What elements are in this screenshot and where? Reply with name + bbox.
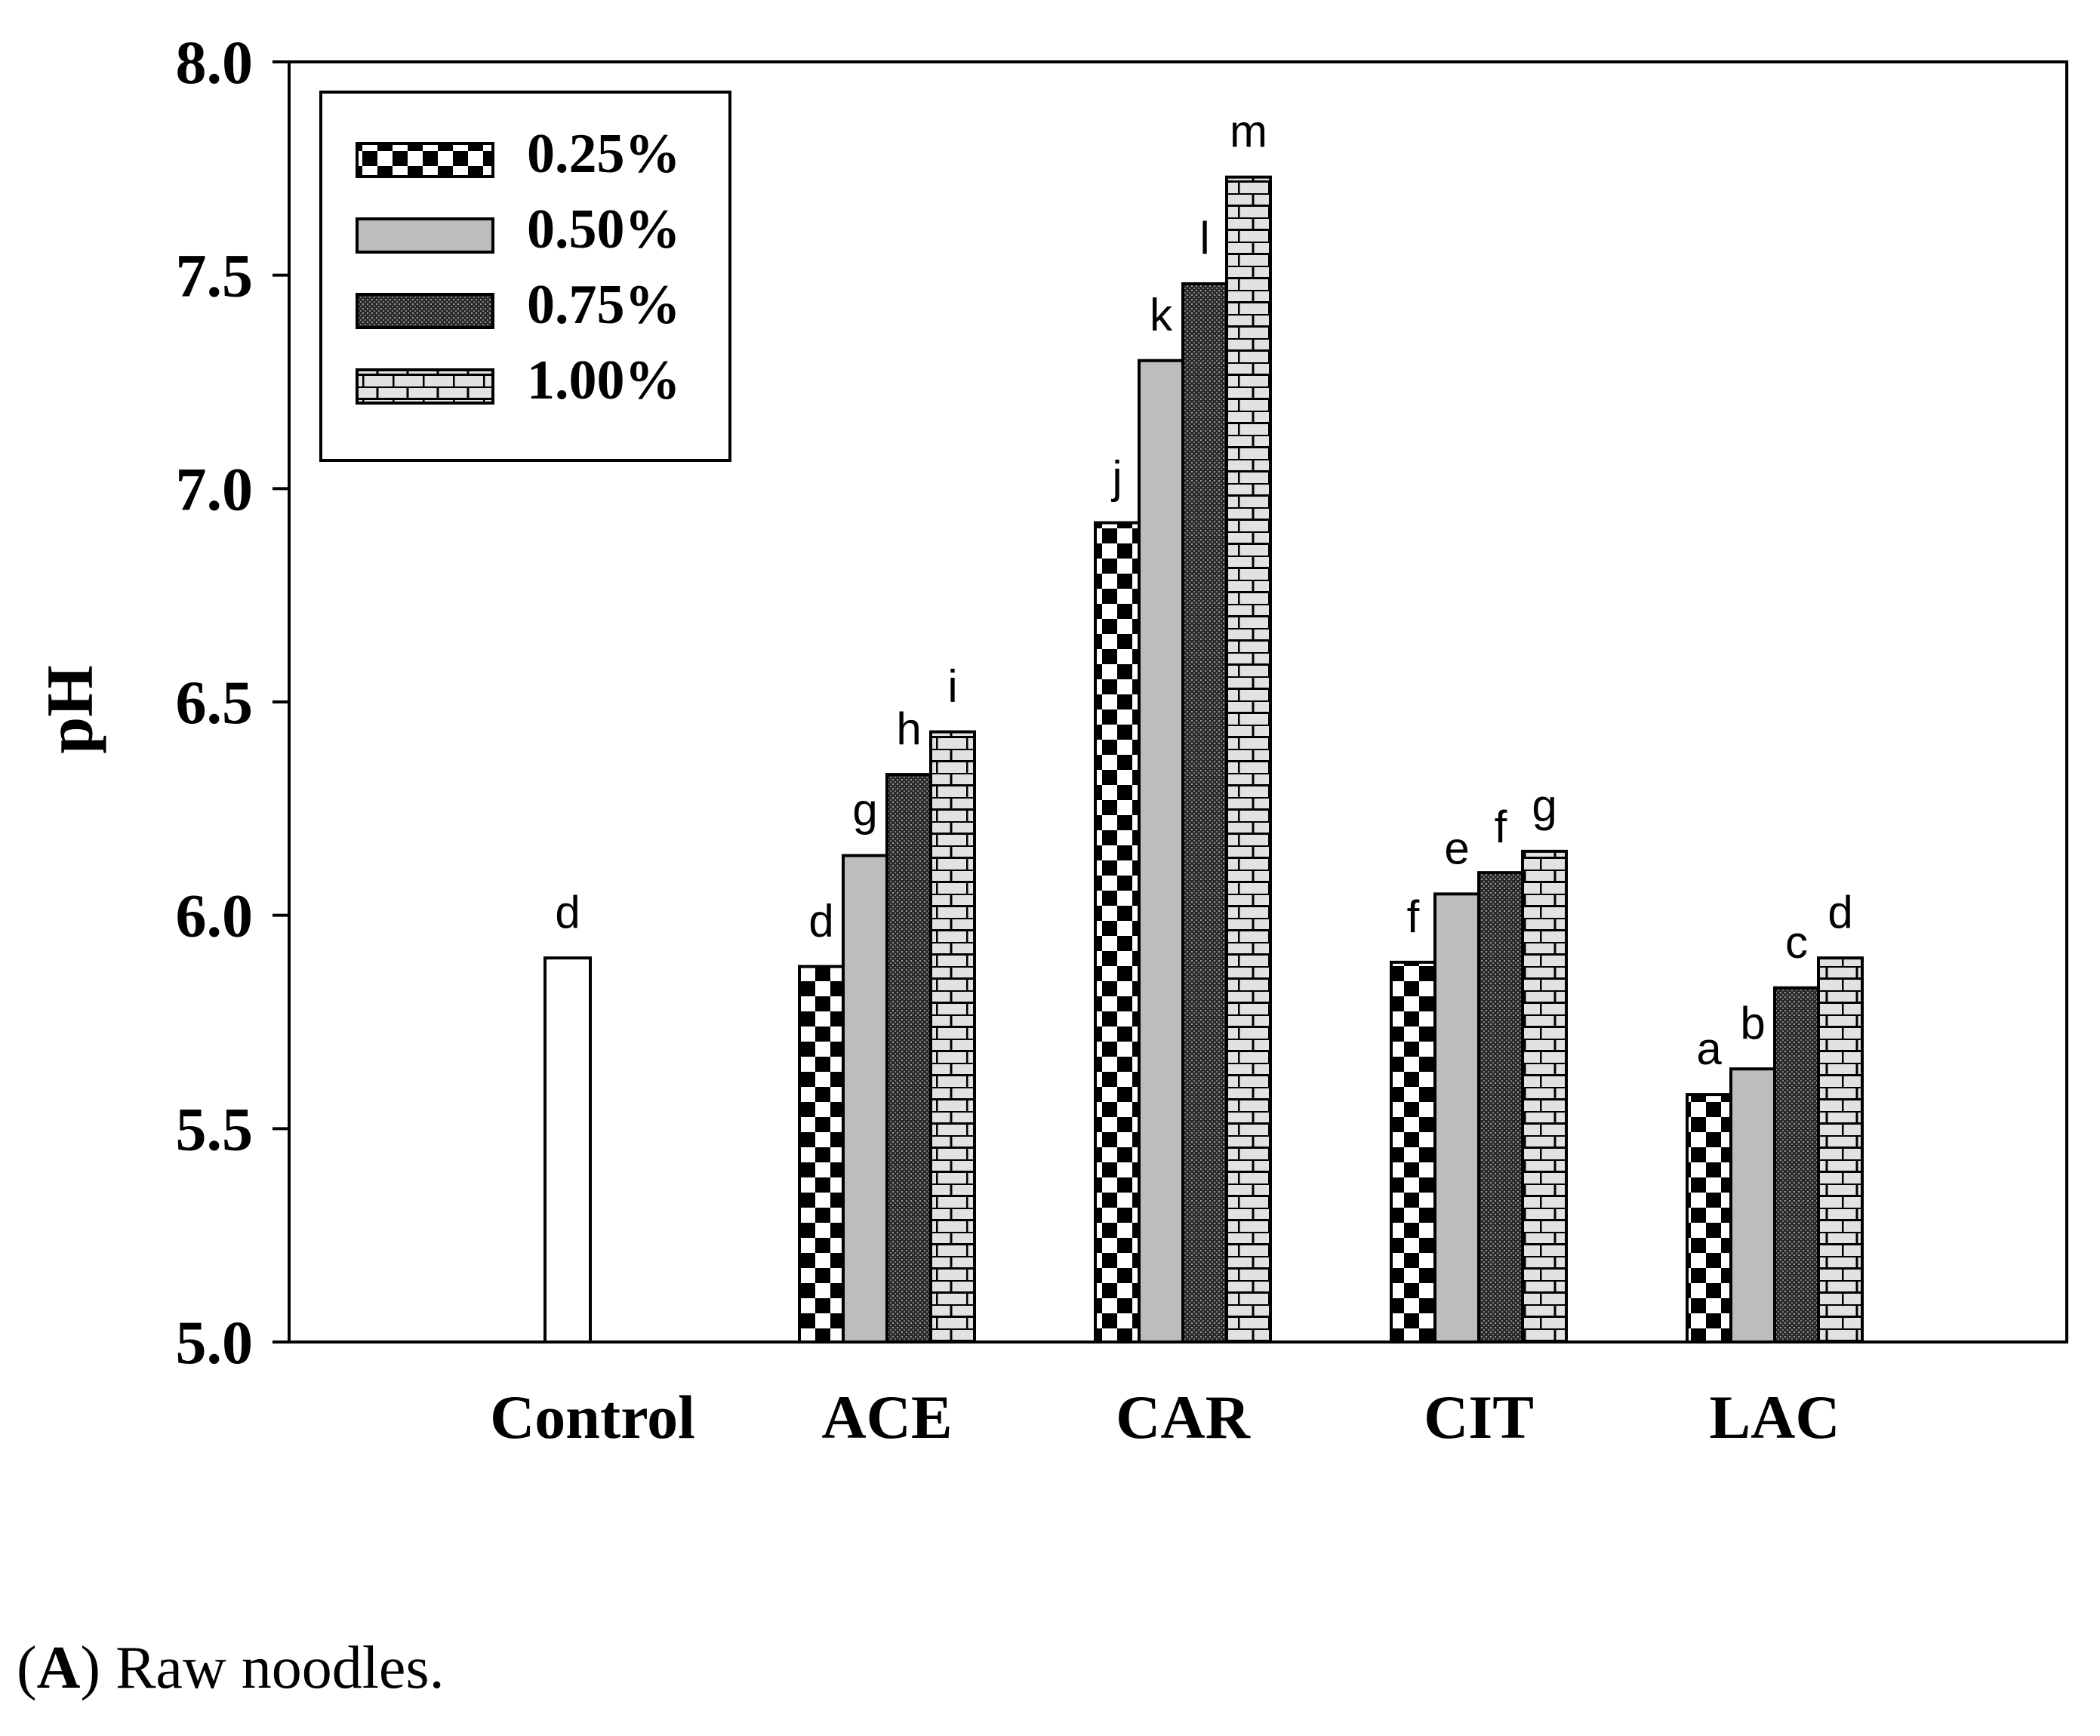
figure-caption: (A) Raw noodles.: [17, 1634, 445, 1703]
legend-swatch: [357, 370, 493, 403]
bar-ace-0.75pct: [887, 774, 931, 1342]
significance-letter: a: [1696, 1023, 1722, 1074]
bar-cit-1.00pct: [1523, 851, 1566, 1342]
y-tick-label: 6.0: [176, 882, 254, 950]
significance-letter: m: [1230, 106, 1267, 157]
bar-cit-0.25pct: [1391, 962, 1435, 1342]
significance-letter: d: [1827, 887, 1852, 937]
y-axis: 5.0 5.5 6.0 6.5 7.0 7.5 8.0: [176, 28, 290, 1377]
caption-text: Raw noodles.: [115, 1635, 445, 1701]
bar-lac-0.75pct: [1775, 988, 1818, 1342]
bar-lac-0.50pct: [1731, 1069, 1775, 1342]
x-axis-labels: Control ACE CAR CIT LAC: [490, 1383, 1840, 1451]
legend-label: 1.00%: [527, 349, 681, 411]
bar-ace-0.25pct: [799, 967, 843, 1342]
significance-letter: d: [808, 896, 833, 946]
x-tick-label: CIT: [1424, 1383, 1534, 1451]
y-tick-label: 8.0: [176, 28, 254, 97]
x-tick-label: ACE: [821, 1383, 952, 1451]
significance-letter: i: [947, 661, 957, 712]
significance-letter: d: [555, 887, 580, 937]
bar-car-0.50pct: [1139, 361, 1183, 1342]
significance-letter: l: [1199, 213, 1209, 263]
legend-swatch: [357, 143, 493, 177]
bar-control: [545, 958, 590, 1342]
significance-letter: j: [1110, 452, 1122, 503]
caption-label: A: [37, 1635, 81, 1701]
bar-car-1.00pct: [1227, 177, 1270, 1342]
significance-letter: b: [1740, 998, 1765, 1048]
legend-label: 0.50%: [527, 199, 681, 260]
bars: [545, 177, 1862, 1342]
y-tick-label: 7.0: [176, 454, 254, 523]
y-tick-label: 7.5: [176, 242, 254, 310]
bar-lac-1.00pct: [1818, 958, 1862, 1342]
bar-cit-0.75pct: [1479, 873, 1523, 1342]
significance-letter: f: [1407, 891, 1420, 942]
significance-letter: c: [1785, 917, 1808, 968]
legend-label: 0.75%: [527, 274, 681, 336]
y-tick-label: 5.5: [176, 1094, 254, 1163]
bar-ace-0.50pct: [843, 856, 887, 1342]
y-axis-title: pH: [34, 665, 107, 753]
legend-label: 0.25%: [527, 123, 681, 185]
y-tick-label: 6.5: [176, 668, 254, 737]
bar-car-0.75pct: [1183, 284, 1227, 1342]
bar-cit-0.50pct: [1435, 894, 1479, 1342]
x-tick-label: Control: [490, 1383, 695, 1451]
legend-swatch: [357, 219, 493, 252]
significance-letter: e: [1444, 823, 1469, 873]
bar-ace-1.00pct: [931, 732, 975, 1342]
y-tick-label: 5.0: [176, 1308, 254, 1377]
legend-swatch: [357, 294, 493, 328]
significance-letter: h: [896, 703, 921, 754]
bar-lac-0.25pct: [1687, 1094, 1731, 1342]
x-tick-label: CAR: [1116, 1383, 1250, 1451]
chart: 5.05.56.06.57.07.58.0 d dghijklmfe f gabcd …: [0, 0, 2100, 1736]
significance-letter: f: [1495, 802, 1507, 852]
x-tick-label: LAC: [1709, 1383, 1840, 1451]
significance-letter: g: [852, 785, 877, 836]
significance-letter: g: [1532, 780, 1557, 831]
significance-letter: k: [1150, 290, 1173, 340]
bar-car-0.25pct: [1095, 523, 1139, 1342]
